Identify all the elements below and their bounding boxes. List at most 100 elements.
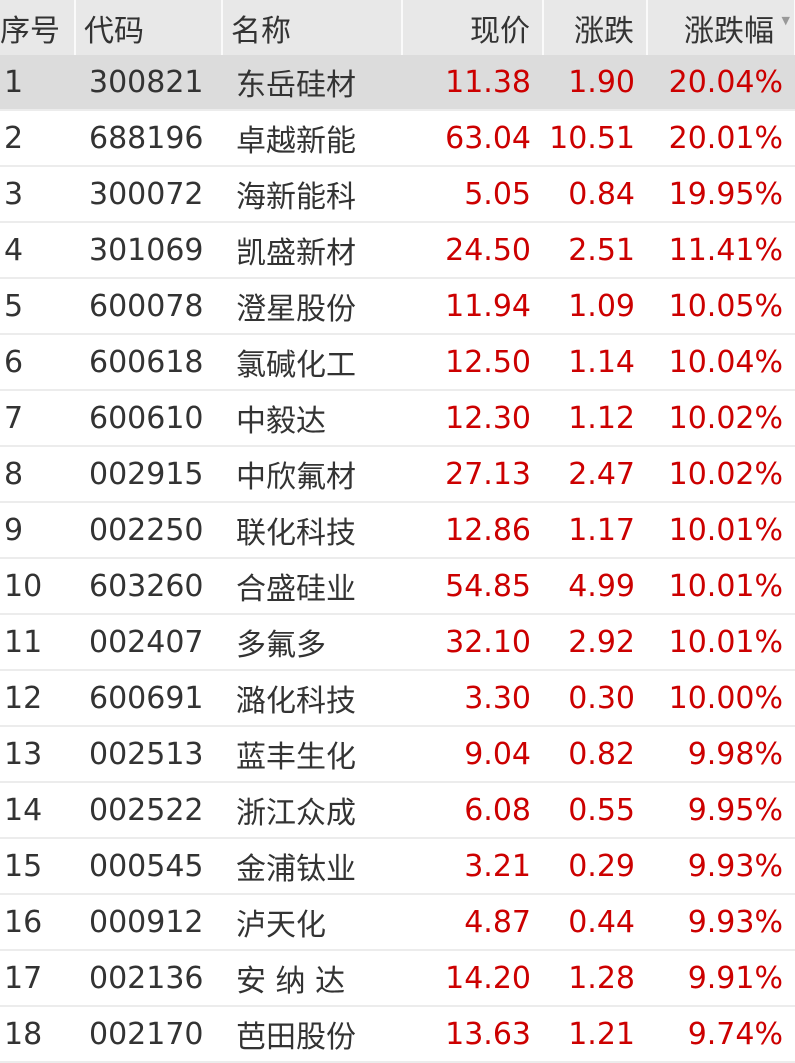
change-pct: 9.95% [687, 792, 783, 828]
change-pct: 10.04% [668, 344, 783, 380]
header-index[interactable]: 序号 [0, 0, 76, 55]
change: 2.47 [568, 456, 635, 492]
change: 1.90 [568, 64, 635, 100]
stock-code: 002170 [89, 1016, 204, 1052]
table-row[interactable]: 10 603260 合盛硅业 54.85 4.99 10.01% [0, 558, 795, 614]
stock-name: 凯盛新材 [236, 236, 356, 271]
change-pct: 10.01% [668, 568, 783, 604]
sort-desc-icon[interactable]: ▼ [781, 14, 790, 27]
change: 0.44 [568, 904, 635, 940]
table-row[interactable]: 12 600691 潞化科技 3.30 0.30 10.00% [0, 670, 795, 726]
price: 6.08 [464, 792, 531, 828]
stock-code: 600691 [89, 680, 204, 716]
stock-name: 联化科技 [236, 516, 356, 551]
price: 12.86 [445, 512, 531, 548]
price: 11.94 [445, 288, 531, 324]
change: 1.21 [568, 1016, 635, 1052]
stock-code: 301069 [89, 232, 204, 268]
row-index: 8 [4, 456, 24, 492]
header-code[interactable]: 代码 [75, 0, 223, 55]
stock-code: 002136 [89, 960, 204, 996]
change: 0.30 [568, 680, 635, 716]
row-index: 17 [4, 960, 43, 996]
change: 2.51 [568, 232, 635, 268]
stock-code: 600078 [89, 288, 204, 324]
table-row[interactable]: 11 002407 多氟多 32.10 2.92 10.01% [0, 614, 795, 670]
row-index: 10 [4, 568, 43, 604]
stock-name: 东岳硅材 [236, 68, 356, 103]
table-header: 序号 代码 名称 现价 涨跌 涨跌幅 ▼ [0, 0, 795, 55]
stock-code: 603260 [89, 568, 204, 604]
table-row[interactable]: 16 000912 泸天化 4.87 0.44 9.93% [0, 894, 795, 950]
stock-code: 300821 [89, 64, 204, 100]
table-row[interactable]: 5 600078 澄星股份 11.94 1.09 10.05% [0, 278, 795, 334]
change-pct: 20.01% [668, 120, 783, 156]
header-name[interactable]: 名称 [222, 0, 403, 55]
header-change[interactable]: 涨跌 [543, 0, 648, 55]
table-row[interactable]: 18 002170 芭田股份 13.63 1.21 9.74% [0, 1006, 795, 1062]
row-index: 5 [4, 288, 24, 324]
header-change-pct[interactable]: 涨跌幅 ▼ [647, 0, 795, 55]
table-row[interactable]: 6 600618 氯碱化工 12.50 1.14 10.04% [0, 334, 795, 390]
table-row[interactable]: 3 300072 海新能科 5.05 0.84 19.95% [0, 166, 795, 222]
table-row[interactable]: 13 002513 蓝丰生化 9.04 0.82 9.98% [0, 726, 795, 782]
change: 1.17 [568, 512, 635, 548]
stock-name: 安 纳 达 [236, 964, 346, 999]
stock-code: 300072 [89, 176, 204, 212]
stock-code: 000545 [89, 848, 204, 884]
price: 9.04 [464, 736, 531, 772]
stock-code: 002513 [89, 736, 204, 772]
row-index: 1 [4, 64, 24, 100]
change-pct: 10.01% [668, 512, 783, 548]
price: 54.85 [445, 568, 531, 604]
change-pct: 20.04% [668, 64, 783, 100]
change: 1.12 [568, 400, 635, 436]
header-price[interactable]: 现价 [402, 0, 544, 55]
price: 27.13 [445, 456, 531, 492]
table-row[interactable]: 17 002136 安 纳 达 14.20 1.28 9.91% [0, 950, 795, 1006]
change: 0.55 [568, 792, 635, 828]
row-index: 9 [4, 512, 24, 548]
table-row[interactable]: 1 300821 东岳硅材 11.38 1.90 20.04% [0, 55, 795, 110]
row-index: 15 [4, 848, 43, 884]
row-index: 4 [4, 232, 24, 268]
change-pct: 10.00% [668, 680, 783, 716]
stock-code: 600610 [89, 400, 204, 436]
price: 63.04 [445, 120, 531, 156]
change-pct: 10.05% [668, 288, 783, 324]
table-row[interactable]: 15 000545 金浦钛业 3.21 0.29 9.93% [0, 838, 795, 894]
stock-code: 000912 [89, 904, 204, 940]
price: 11.38 [445, 64, 531, 100]
stock-code: 600618 [89, 344, 204, 380]
stock-name: 中欣氟材 [236, 460, 356, 495]
change: 0.82 [568, 736, 635, 772]
change: 1.14 [568, 344, 635, 380]
table-row[interactable]: 9 002250 联化科技 12.86 1.17 10.01% [0, 502, 795, 558]
change-pct: 9.74% [687, 1016, 783, 1052]
change-pct: 9.93% [687, 848, 783, 884]
price: 4.87 [464, 904, 531, 940]
table-row[interactable]: 7 600610 中毅达 12.30 1.12 10.02% [0, 390, 795, 446]
price: 32.10 [445, 624, 531, 660]
stock-name: 浙江众成 [236, 796, 356, 831]
header-change-pct-label: 涨跌幅 [684, 13, 774, 49]
price: 24.50 [445, 232, 531, 268]
change-pct: 10.02% [668, 456, 783, 492]
table-row[interactable]: 14 002522 浙江众成 6.08 0.55 9.95% [0, 782, 795, 838]
table-row[interactable]: 8 002915 中欣氟材 27.13 2.47 10.02% [0, 446, 795, 502]
price: 5.05 [464, 176, 531, 212]
row-index: 6 [4, 344, 24, 380]
table-row[interactable]: 4 301069 凯盛新材 24.50 2.51 11.41% [0, 222, 795, 278]
row-index: 16 [4, 904, 43, 940]
stock-name: 多氟多 [236, 628, 326, 663]
row-index: 3 [4, 176, 24, 212]
table-row[interactable]: 2 688196 卓越新能 63.04 10.51 20.01% [0, 110, 795, 166]
price: 12.50 [445, 344, 531, 380]
change-pct: 10.02% [668, 400, 783, 436]
stock-name: 蓝丰生化 [236, 740, 356, 775]
change: 10.51 [549, 120, 635, 156]
row-index: 14 [4, 792, 43, 828]
change-pct: 19.95% [668, 176, 783, 212]
stock-name: 芭田股份 [236, 1020, 356, 1055]
change: 0.84 [568, 176, 635, 212]
